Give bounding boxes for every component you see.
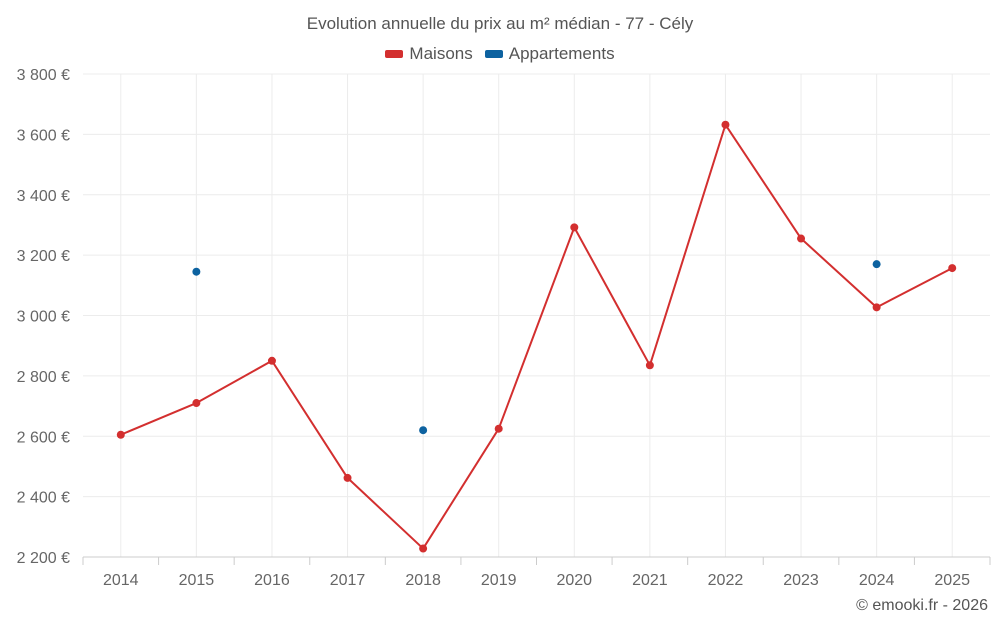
- data-point-appartements: [192, 267, 201, 276]
- x-tick-label: 2024: [859, 572, 895, 589]
- x-tick-label: 2021: [632, 572, 668, 589]
- series-line-maisons: [573, 226, 651, 367]
- data-point-maisons: [721, 120, 730, 129]
- y-tick-label: 3 400 €: [17, 188, 70, 205]
- data-point-maisons: [419, 544, 428, 553]
- x-tick-label: 2023: [783, 572, 819, 589]
- x-tick-label: 2016: [254, 572, 290, 589]
- x-tick-label: 2019: [481, 572, 517, 589]
- data-point-appartements: [419, 426, 428, 435]
- x-tick-label: 2025: [934, 572, 970, 589]
- series-line-maisons: [119, 402, 198, 436]
- series-line-maisons: [648, 123, 727, 367]
- data-point-maisons: [116, 430, 125, 439]
- series-line-maisons: [270, 359, 349, 479]
- data-point-maisons: [797, 234, 806, 243]
- x-tick-label: 2014: [103, 572, 139, 589]
- y-tick-label: 3 600 €: [17, 127, 70, 144]
- legend-item-maisons[interactable]: Maisons: [385, 44, 473, 64]
- y-tick-label: 2 400 €: [17, 490, 70, 507]
- data-point-maisons: [192, 399, 201, 408]
- y-tick-label: 2 200 €: [17, 550, 70, 567]
- data-point-maisons: [343, 473, 352, 482]
- data-point-maisons: [948, 264, 957, 273]
- legend-swatch-appartements: [484, 50, 503, 58]
- series-line-maisons: [497, 226, 576, 430]
- x-tick-label: 2020: [556, 572, 592, 589]
- y-tick-label: 2 600 €: [17, 429, 70, 446]
- x-tick-label: 2017: [330, 572, 366, 589]
- legend-swatch-maisons: [385, 50, 404, 58]
- series-line-maisons: [800, 237, 878, 309]
- series-line-maisons: [346, 476, 425, 550]
- y-tick-label: 2 800 €: [17, 369, 70, 386]
- x-tick-label: 2022: [708, 572, 744, 589]
- series-line-maisons: [724, 123, 803, 240]
- legend: Maisons Appartements: [0, 44, 1000, 64]
- data-point-maisons: [645, 361, 654, 370]
- legend-item-appartements[interactable]: Appartements: [484, 44, 615, 64]
- y-tick-label: 3 000 €: [17, 309, 70, 326]
- data-point-maisons: [267, 356, 276, 365]
- series-line-maisons: [422, 427, 500, 550]
- legend-label-maisons: Maisons: [409, 44, 473, 63]
- data-point-appartements: [872, 260, 881, 269]
- series-line-maisons: [195, 359, 273, 405]
- y-tick-label: 3 200 €: [17, 248, 70, 265]
- copyright-footer: © emooki.fr - 2026: [856, 597, 988, 614]
- series-line-maisons: [875, 267, 954, 309]
- legend-label-appartements: Appartements: [508, 44, 615, 63]
- data-point-maisons: [494, 424, 503, 433]
- y-tick-label: 3 800 €: [17, 67, 70, 84]
- data-point-maisons: [872, 303, 881, 312]
- x-tick-label: 2018: [405, 572, 441, 589]
- chart-title: Evolution annuelle du prix au m² médian …: [306, 14, 694, 33]
- data-point-maisons: [570, 223, 579, 232]
- x-tick-label: 2015: [179, 572, 215, 589]
